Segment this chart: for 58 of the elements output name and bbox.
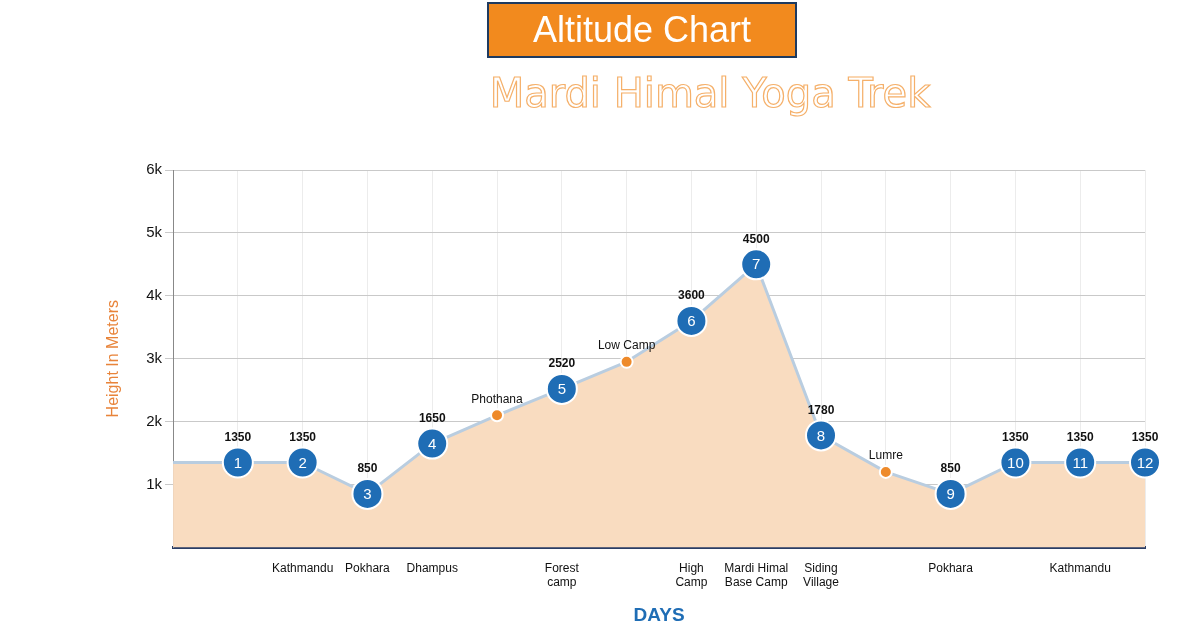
chart-title: Altitude Chart: [487, 2, 797, 58]
annotation: 7: [752, 255, 761, 273]
data-label: 4500: [742, 231, 770, 246]
point: [805, 419, 838, 452]
annotation: 10: [1007, 453, 1024, 471]
point: [490, 408, 505, 423]
y-tick-label: 5k: [146, 223, 163, 241]
point: [545, 372, 578, 405]
point: [878, 464, 893, 479]
data-label: Phothana: [471, 391, 524, 406]
y-tick-label: 1k: [146, 474, 163, 492]
x-tick-label: Forest camp: [544, 560, 580, 590]
point: [740, 248, 773, 281]
chart-subtitle: Mardi Himal Yoga Trek: [488, 70, 933, 116]
y-axis-title: Height In Meters: [104, 300, 122, 418]
annotation: 1: [233, 453, 243, 471]
x-tick-label: Pokhara: [928, 560, 974, 575]
x-tick-label: Pokhara: [345, 560, 391, 575]
y-tick-label: 3k: [146, 348, 163, 366]
annotation: 5: [557, 380, 566, 398]
data-label: 1780: [807, 402, 835, 417]
y-tick-label: 6k: [146, 160, 163, 178]
annotation: 4: [428, 434, 437, 452]
data-label: 3600: [678, 288, 706, 303]
annotation: 9: [946, 485, 955, 503]
data-label: 2520: [548, 356, 576, 371]
annotation: 6: [687, 312, 696, 330]
x-tick-label: Kathmandu: [271, 560, 334, 575]
y-tick-label: 2k: [146, 411, 163, 429]
annotation: 3: [363, 485, 372, 503]
x-axis-title: DAYS: [633, 603, 685, 625]
data-label: 850: [357, 461, 378, 476]
data-label: 1350: [1131, 429, 1159, 444]
point: [416, 427, 449, 460]
data-label: 1350: [1002, 429, 1030, 444]
point: [286, 446, 319, 479]
y-tick-label: 4k: [146, 285, 163, 303]
x-tick-label: Siding Village: [803, 560, 840, 590]
point: [351, 477, 384, 510]
point: [675, 304, 708, 337]
data-label: 1350: [289, 429, 317, 444]
data-label: 1350: [1066, 429, 1094, 444]
point: [221, 446, 254, 479]
annotation: 11: [1072, 453, 1088, 471]
x-tick-label: Mardi Himal Base Camp: [724, 560, 789, 590]
x-tick-label: Dhampus: [406, 560, 458, 575]
x-tick-label: Kathmandu: [1049, 560, 1111, 575]
annotation: 2: [298, 453, 307, 471]
annotation: 12: [1136, 453, 1154, 471]
data-label: Lumre: [868, 448, 904, 463]
point: [934, 477, 967, 510]
data-label: 1350: [224, 429, 252, 444]
annotation: 8: [816, 426, 826, 444]
point: [619, 354, 634, 369]
data-label: 850: [940, 461, 961, 476]
data-label: 1650: [418, 410, 446, 425]
data-label: Low Camp: [597, 338, 656, 353]
x-tick-label: High Camp: [675, 560, 708, 590]
